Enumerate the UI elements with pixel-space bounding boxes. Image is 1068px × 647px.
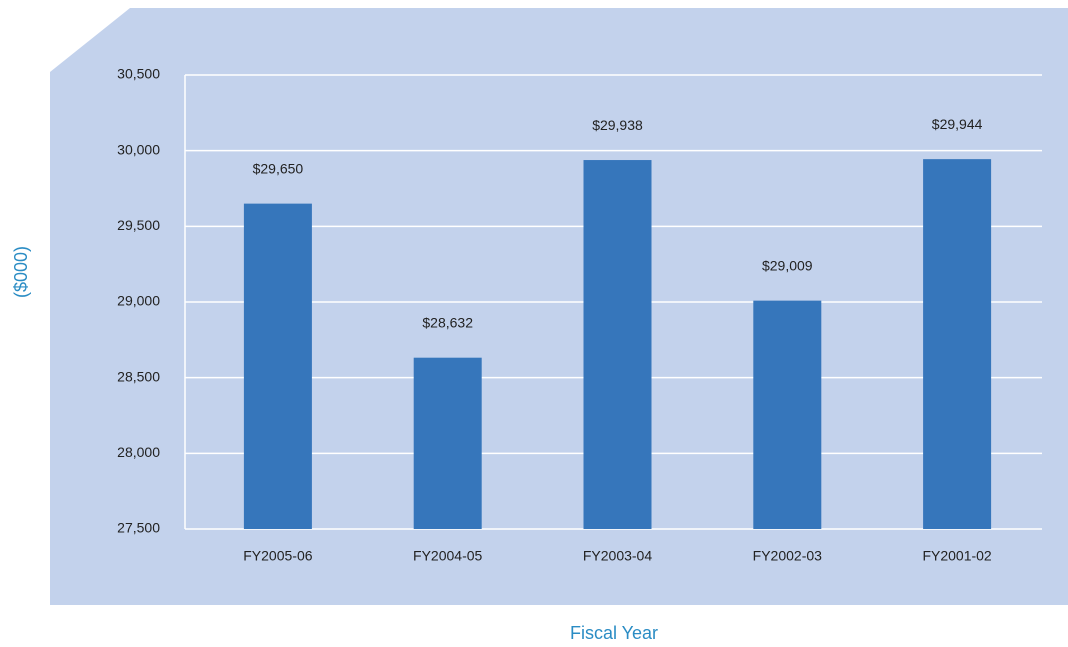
- bar: [413, 357, 482, 529]
- value-label: $29,009: [762, 257, 813, 273]
- plot-panel: [50, 8, 1068, 605]
- y-tick-label: 29,000: [117, 293, 160, 309]
- value-label: $29,944: [932, 116, 983, 132]
- x-tick-label: FY2004-05: [413, 548, 482, 564]
- value-label: $28,632: [422, 314, 473, 330]
- x-tick-label: FY2003-04: [583, 548, 652, 564]
- x-tick-label: FY2005-06: [243, 548, 312, 564]
- y-axis-title: ($000): [11, 246, 31, 298]
- bar: [753, 300, 822, 529]
- value-label: $29,938: [592, 117, 643, 133]
- y-tick-label: 29,500: [117, 217, 160, 233]
- y-tick-label: 30,000: [117, 141, 160, 157]
- x-tick-label: FY2001-02: [922, 548, 991, 564]
- value-label: $29,650: [253, 160, 304, 176]
- x-tick-label: FY2002-03: [753, 548, 822, 564]
- y-tick-label: 27,500: [117, 520, 160, 536]
- y-tick-label: 28,500: [117, 368, 160, 384]
- bar: [583, 160, 652, 530]
- y-tick-label: 30,500: [117, 66, 160, 82]
- bar: [243, 203, 312, 529]
- x-axis-title: Fiscal Year: [570, 623, 658, 643]
- y-tick-label: 28,000: [117, 444, 160, 460]
- bar: [923, 159, 992, 529]
